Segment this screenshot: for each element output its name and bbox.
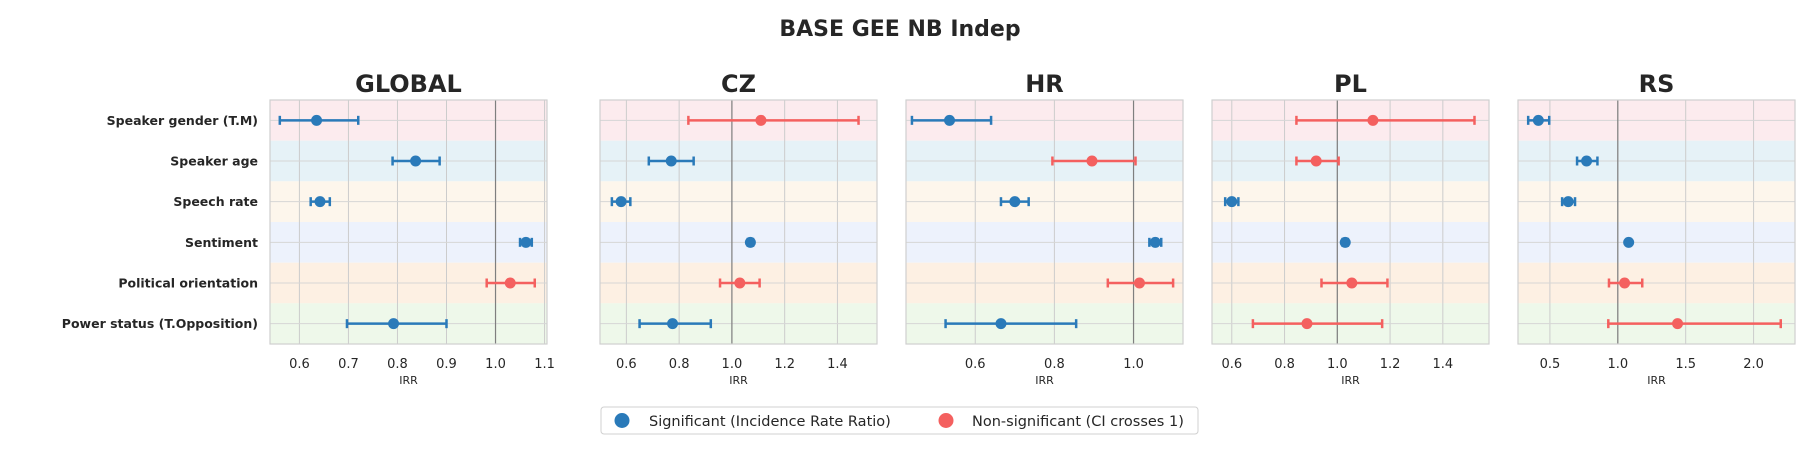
estimate-point <box>667 318 679 330</box>
legend-box <box>600 406 1199 435</box>
axes-frame <box>905 99 1184 345</box>
estimate-point <box>1532 114 1544 126</box>
estimate-point <box>1339 236 1351 248</box>
x-axis-label: IRR <box>399 374 418 387</box>
estimate-point <box>944 114 956 126</box>
estimate-point <box>1346 277 1358 289</box>
y-category-label: Political orientation <box>118 276 258 291</box>
x-axis-label: IRR <box>1035 374 1054 387</box>
estimate-point <box>755 114 767 126</box>
panel-title: CZ <box>721 70 756 98</box>
x-axis-label: IRR <box>1647 374 1666 387</box>
estimate-point <box>615 196 627 208</box>
y-category-label: Speaker age <box>170 154 258 169</box>
estimate-point <box>314 196 326 208</box>
x-tick-label: 0.8 <box>387 357 408 372</box>
axes-frame <box>1517 99 1796 345</box>
x-tick-label: 0.8 <box>669 357 690 372</box>
axes-frame <box>599 99 878 345</box>
x-tick-label: 0.6 <box>965 357 986 372</box>
axes-frame <box>1211 99 1490 345</box>
estimate-point <box>311 114 323 126</box>
x-tick-label: 0.5 <box>1540 357 1561 372</box>
x-tick-label: 1.2 <box>1380 357 1401 372</box>
x-tick-label: 1.2 <box>774 357 795 372</box>
x-tick-label: 2.0 <box>1743 357 1764 372</box>
x-tick-label: 0.6 <box>616 357 637 372</box>
panel-title: GLOBAL <box>355 70 462 98</box>
estimate-point <box>1133 277 1145 289</box>
y-category-label: Speaker gender (T.M) <box>107 113 258 128</box>
estimate-point <box>1672 318 1684 330</box>
legend: Significant (Incidence Rate Ratio) Non-s… <box>600 406 1199 435</box>
estimate-point <box>1009 196 1021 208</box>
estimate-point <box>410 155 422 167</box>
panel-hr: HR 0.6 0.8 1.0 IRR <box>905 70 1184 387</box>
y-category-label: Sentiment <box>185 235 258 250</box>
estimate-point <box>1226 196 1238 208</box>
y-category-label: Speech rate <box>173 194 258 209</box>
estimate-point <box>734 277 746 289</box>
x-tick-label: 0.8 <box>1044 357 1065 372</box>
panel-title: HR <box>1025 70 1064 98</box>
estimate-point <box>1367 114 1379 126</box>
x-tick-label: 0.7 <box>338 357 359 372</box>
panel-title: RS <box>1639 70 1675 98</box>
estimate-point <box>520 236 532 248</box>
estimate-point <box>1310 155 1322 167</box>
estimate-point <box>1619 277 1631 289</box>
estimate-point <box>1086 155 1098 167</box>
x-tick-label: 1.0 <box>1327 357 1348 372</box>
x-tick-label: 1.4 <box>1432 357 1453 372</box>
estimate-point <box>744 236 756 248</box>
x-tick-label: 1.4 <box>827 357 848 372</box>
panel-pl: PL 0.6 0.8 1.0 1.2 1.4 IRR <box>1211 70 1490 387</box>
estimate-point <box>1562 196 1574 208</box>
x-tick-label: 0.6 <box>289 357 310 372</box>
x-axis-label: IRR <box>729 374 748 387</box>
estimate-point <box>388 318 400 330</box>
y-category-label: Power status (T.Opposition) <box>62 316 258 331</box>
x-tick-label: 0.6 <box>1221 357 1242 372</box>
estimate-point <box>1623 236 1635 248</box>
panel-rs: RS 0.5 1.0 1.5 2.0 IRR <box>1517 70 1796 387</box>
estimate-point <box>1149 236 1161 248</box>
estimate-point <box>995 318 1007 330</box>
x-tick-label: 0.8 <box>1274 357 1295 372</box>
estimate-point <box>1301 318 1313 330</box>
legend-non-significant-label: Non-significant (CI crosses 1) <box>972 414 1184 430</box>
axes-frame <box>269 99 548 345</box>
x-tick-label: 1.0 <box>1123 357 1144 372</box>
x-tick-label: 1.0 <box>1607 357 1628 372</box>
x-tick-label: 1.1 <box>534 357 555 372</box>
legend-significant-marker <box>614 413 630 428</box>
estimate-point <box>504 277 516 289</box>
x-tick-label: 1.5 <box>1675 357 1696 372</box>
panel-global: GLOBAL 0.6 0.7 0.8 0.9 1.0 1.1 IRR Speaker gende… <box>62 70 555 387</box>
legend-non-significant-marker <box>938 413 954 428</box>
x-tick-label: 0.9 <box>436 357 457 372</box>
estimate-point <box>1581 155 1593 167</box>
panel-title: PL <box>1334 70 1367 98</box>
x-axis-label: IRR <box>1341 374 1360 387</box>
x-tick-label: 1.0 <box>485 357 506 372</box>
panel-cz: CZ 0.6 0.8 1.0 1.2 1.4 IRR <box>599 70 878 387</box>
panels: GLOBAL 0.6 0.7 0.8 0.9 1.0 1.1 IRR Speaker gende… <box>62 70 1796 387</box>
figure-title: BASE GEE NB Indep <box>779 17 1020 42</box>
x-tick-label: 1.0 <box>722 357 743 372</box>
legend-significant-label: Significant (Incidence Rate Ratio) <box>649 414 891 430</box>
estimate-point <box>665 155 677 167</box>
